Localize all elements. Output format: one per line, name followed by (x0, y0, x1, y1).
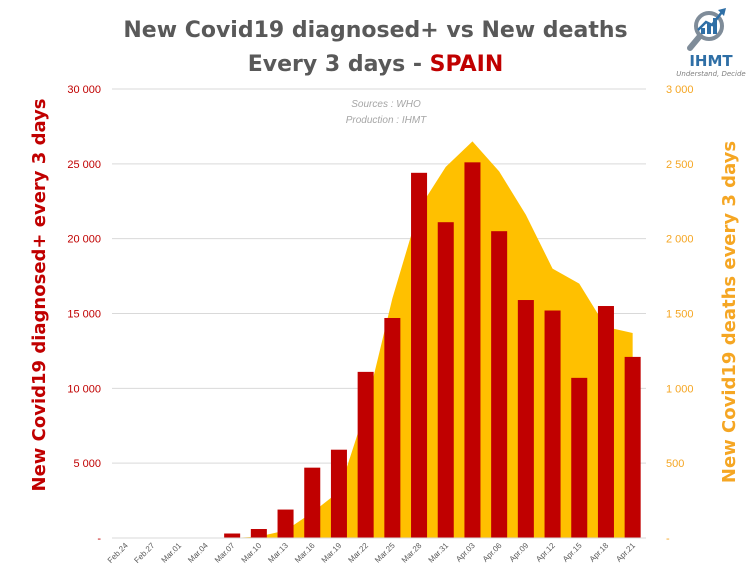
bar (437, 222, 454, 538)
x-tick-label: Mar.13 (266, 541, 290, 565)
logo-name: IHMT (689, 52, 733, 70)
x-tick-label: Mar.19 (320, 541, 344, 565)
x-tick-label: Mar.25 (373, 541, 397, 565)
bar (624, 356, 641, 538)
bar (250, 529, 267, 538)
left-tick-label: 20 000 (67, 234, 101, 246)
right-tick-label: 2 000 (666, 234, 694, 246)
x-tick-label: Feb.27 (132, 541, 156, 565)
chart-title-line2: Every 3 days - SPAIN (0, 52, 751, 77)
title-prefix: Every 3 days - (247, 52, 430, 77)
annotation: Sources : WHO (351, 99, 421, 110)
x-tick-label: Apr.21 (614, 541, 637, 564)
bar (304, 467, 321, 538)
left-tick-label: 15 000 (67, 309, 101, 321)
title-country: SPAIN (429, 52, 504, 77)
logo-tagline: Understand, Decide (676, 70, 746, 78)
right-tick-label: 3 000 (666, 84, 694, 96)
left-tick-label: 5 000 (73, 458, 101, 470)
ihmt-logo: IHMT Understand, Decide (676, 6, 746, 80)
right-tick-label: - (666, 533, 670, 545)
x-tick-label: Mar.10 (240, 541, 264, 565)
bar (571, 377, 588, 538)
bar (384, 317, 401, 538)
bar (491, 231, 508, 538)
bar (464, 162, 481, 538)
right-y-axis-label: New Covid19 deaths every 3 days (719, 141, 740, 483)
x-tick-label: Apr.12 (534, 541, 557, 564)
annotation: Production : IHMT (346, 115, 427, 126)
x-tick-label: Mar.04 (186, 541, 210, 565)
x-tick-label: Apr.03 (454, 541, 477, 564)
cases-bar-series (224, 162, 641, 538)
x-tick-label: Apr.06 (481, 541, 504, 564)
bar (411, 172, 428, 538)
bar (224, 533, 241, 538)
chart-title-line1: New Covid19 diagnosed+ vs New deaths (123, 18, 628, 43)
x-tick-label: Mar.31 (426, 541, 450, 565)
x-tick-label: Apr.09 (508, 541, 531, 564)
x-tick-label: Mar.07 (213, 541, 237, 565)
left-tick-label: 30 000 (67, 84, 101, 96)
bar (517, 300, 534, 538)
left-y-axis-label: New Covid19 diagnosed+ every 3 days (29, 98, 50, 491)
x-tick-label: Mar.28 (400, 541, 424, 565)
left-tick-label: 25 000 (67, 159, 101, 171)
x-tick-label: Feb.24 (106, 541, 130, 565)
x-tick-label: Apr.18 (588, 541, 611, 564)
left-y-axis-ticks: 30 000 25 000 20 000 15 000 10 000 5 000 - (67, 84, 101, 545)
bar (330, 449, 347, 538)
x-tick-label: Apr.15 (561, 541, 584, 564)
x-tick-label: Mar.01 (159, 541, 183, 565)
right-tick-label: 500 (666, 458, 684, 470)
bar (544, 310, 561, 538)
source-annotations: Sources : WHO Production : IHMT (346, 99, 427, 126)
bar (597, 306, 614, 538)
left-tick-label: - (97, 533, 101, 545)
magnifier-chart-icon (687, 8, 726, 51)
left-tick-label: 10 000 (67, 383, 101, 395)
right-y-axis-ticks: 3 000 2 500 2 000 1 500 1 000 500 - (666, 84, 694, 545)
x-axis-ticks: Feb.24 Feb.27 Mar.01 Mar.04 Mar.07 Mar.10 Mar.… (106, 541, 638, 565)
x-tick-label: Mar.22 (346, 541, 370, 565)
bar (277, 509, 294, 538)
right-tick-label: 2 500 (666, 159, 694, 171)
bar (357, 371, 374, 538)
right-tick-label: 1 500 (666, 309, 694, 321)
right-tick-label: 1 000 (666, 383, 694, 395)
x-tick-label: Mar.16 (293, 541, 317, 565)
